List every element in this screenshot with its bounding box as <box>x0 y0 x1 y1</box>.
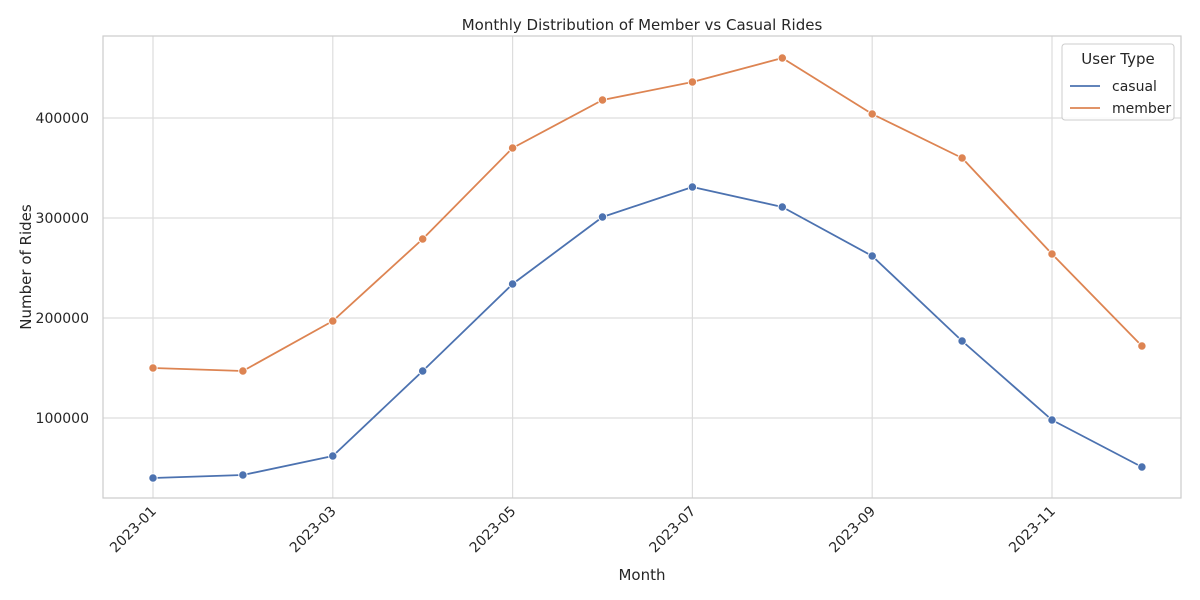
data-point-casual <box>238 470 248 480</box>
series-casual <box>148 182 1147 483</box>
x-tick-label: 2023-09 <box>826 504 879 557</box>
x-tick-label: 2023-11 <box>1006 504 1059 557</box>
data-point-casual <box>148 473 158 483</box>
x-tick-label: 2023-01 <box>107 504 160 557</box>
series-line-casual <box>152 186 1143 479</box>
legend-label-casual: casual <box>1112 79 1157 95</box>
data-point-member <box>328 316 338 326</box>
data-point-casual <box>328 451 338 461</box>
data-point-member <box>867 109 877 119</box>
data-point-member <box>777 53 787 63</box>
x-axis-label: Month <box>618 566 665 584</box>
y-tick-label: 400000 <box>36 111 89 127</box>
data-point-casual <box>867 251 877 261</box>
x-tick-label: 2023-05 <box>467 504 520 557</box>
data-point-member <box>1047 249 1057 259</box>
series-member <box>148 53 1147 376</box>
data-point-casual <box>597 212 608 222</box>
data-point-casual <box>1047 415 1057 425</box>
data-point-member <box>418 234 428 244</box>
chart-title: Monthly Distribution of Member vs Casual… <box>462 16 823 34</box>
legend-box <box>1061 43 1175 121</box>
data-point-member <box>507 143 518 153</box>
y-tick-label: 300000 <box>36 211 89 227</box>
y-tick-label: 100000 <box>36 411 89 427</box>
gridlines <box>103 36 1181 498</box>
series-line-member <box>152 57 1143 372</box>
legend-label-member: member <box>1112 101 1171 117</box>
y-axis-ticks: 100000 200000 300000 400000 <box>36 111 89 427</box>
y-axis-label: Number of Rides <box>17 204 35 330</box>
data-point-member <box>597 95 608 105</box>
x-tick-label: 2023-07 <box>647 504 700 557</box>
series-layer <box>148 53 1147 483</box>
data-point-casual <box>777 202 787 212</box>
data-point-member <box>1137 341 1147 351</box>
data-point-casual <box>687 182 698 192</box>
legend-entries: casual member <box>1070 79 1171 117</box>
data-point-member <box>238 366 248 376</box>
data-point-member <box>957 153 967 163</box>
legend-title: User Type <box>1081 50 1154 68</box>
data-point-casual <box>418 366 428 376</box>
data-point-casual <box>507 279 518 289</box>
y-tick-label: 200000 <box>36 311 89 327</box>
data-point-member <box>148 363 158 373</box>
data-point-member <box>687 77 698 87</box>
data-point-casual <box>1137 462 1147 472</box>
legend: User Type casual member <box>1061 43 1175 121</box>
data-point-casual <box>957 336 967 346</box>
plot-frame <box>102 35 1182 499</box>
x-axis-ticks: 2023-01 2023-03 2023-05 2023-07 2023-09 2023-… <box>107 504 1059 557</box>
x-tick-label: 2023-03 <box>287 504 340 557</box>
